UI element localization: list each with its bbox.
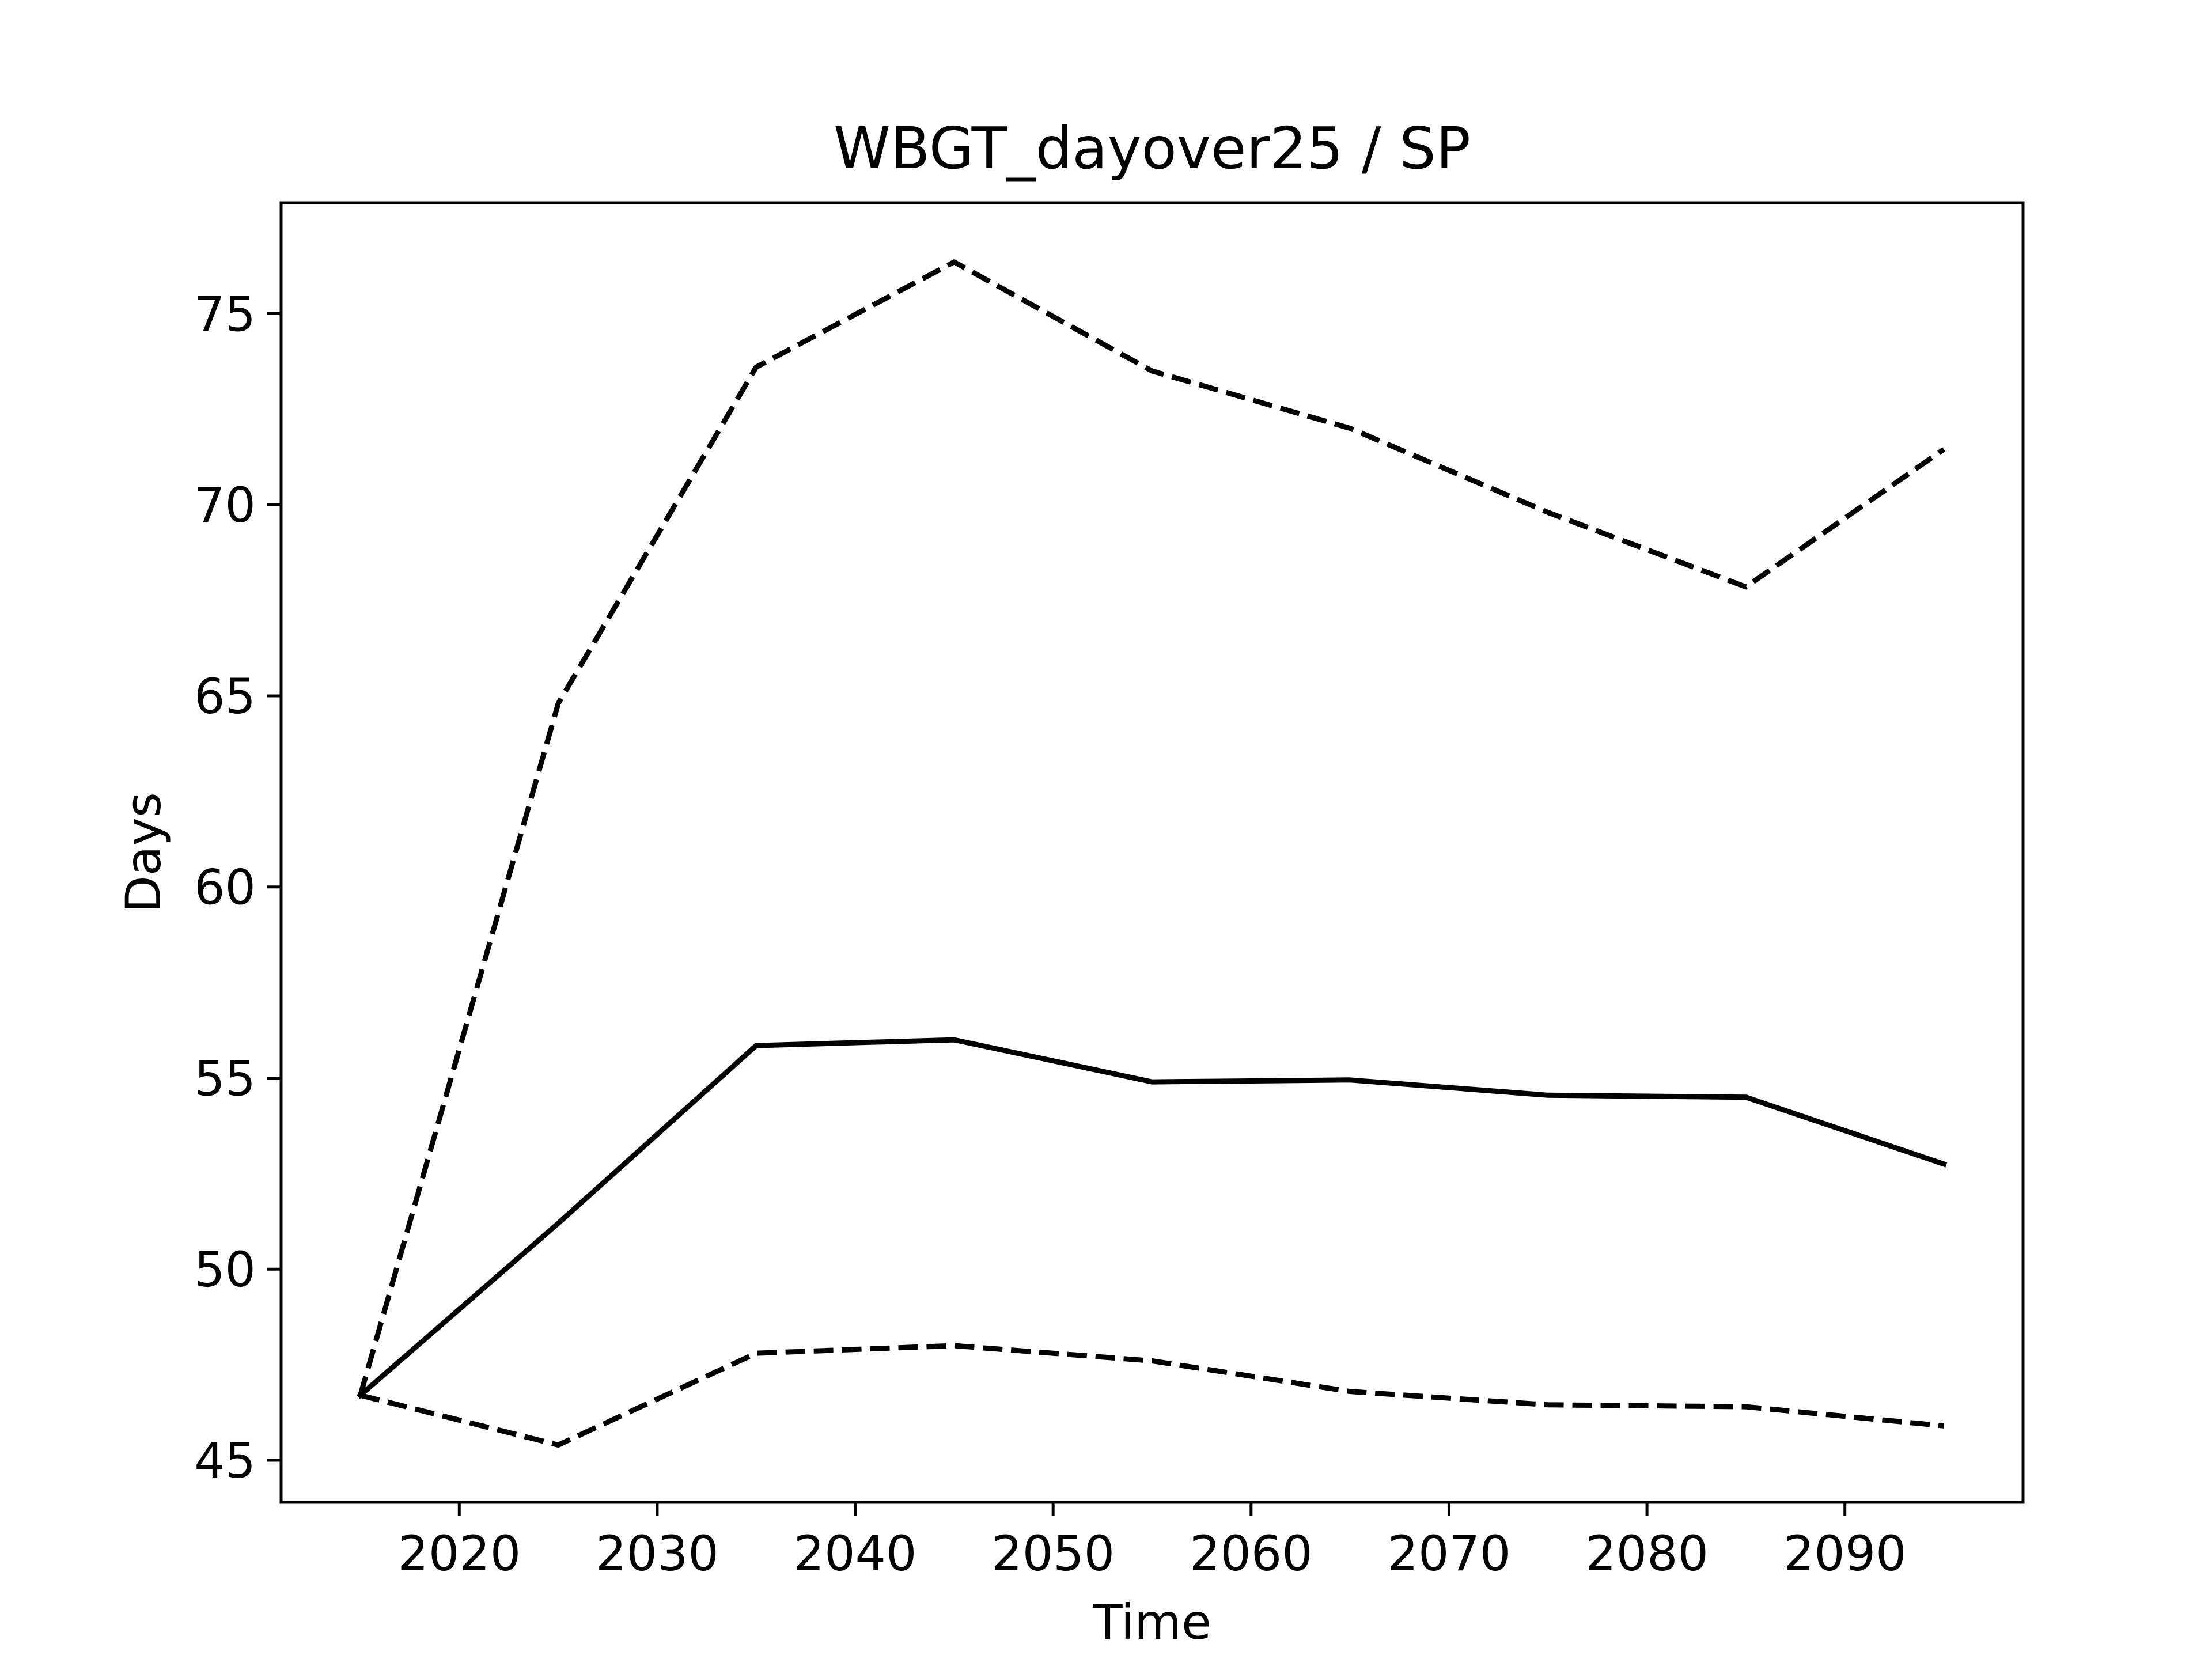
- chart-title: WBGT_dayover25 / SP: [834, 115, 1471, 182]
- y-axis: 45 50 55 60 65 70 75: [194, 286, 281, 1489]
- x-tick-label-2080: 2080: [1585, 1525, 1709, 1582]
- y-tick-label-70: 70: [194, 477, 256, 533]
- y-tick-label-45: 45: [194, 1433, 256, 1489]
- y-tick-label-60: 60: [194, 859, 256, 916]
- x-tick-label-2030: 2030: [596, 1525, 719, 1582]
- series-line-2-dashed: [358, 259, 1946, 1396]
- x-tick-label-2060: 2060: [1190, 1525, 1313, 1582]
- x-axis-label: Time: [1092, 1594, 1211, 1650]
- series-2-point-2055: [1152, 371, 1153, 372]
- series-3-point-2015: [360, 1395, 361, 1396]
- x-tick-label-2070: 2070: [1388, 1525, 1511, 1582]
- x-tick-label-2020: 2020: [397, 1525, 521, 1582]
- x-axis: 2020 2030 2040 2050 2060 2070 2080 2090: [397, 1502, 1907, 1582]
- x-tick-label-2050: 2050: [991, 1525, 1115, 1582]
- series-1-point-2025: [558, 1223, 559, 1224]
- series-line-1-solid: [357, 1037, 1948, 1399]
- x-tick-label-2090: 2090: [1783, 1525, 1907, 1582]
- series-layer: [357, 259, 1948, 1448]
- y-tick-label-55: 55: [194, 1050, 256, 1107]
- series-2-point-2025: [558, 703, 559, 704]
- x-tick-label-2040: 2040: [794, 1525, 917, 1582]
- series-line-3-dashed: [359, 1343, 1944, 1448]
- series-2-point-2085: [1745, 586, 1746, 587]
- plot-area-frame: [279, 201, 2025, 1504]
- y-tick-label-65: 65: [194, 668, 256, 725]
- y-axis-label: Days: [115, 792, 172, 913]
- y-tick-label-75: 75: [194, 286, 256, 342]
- y-tick-label-50: 50: [194, 1241, 256, 1298]
